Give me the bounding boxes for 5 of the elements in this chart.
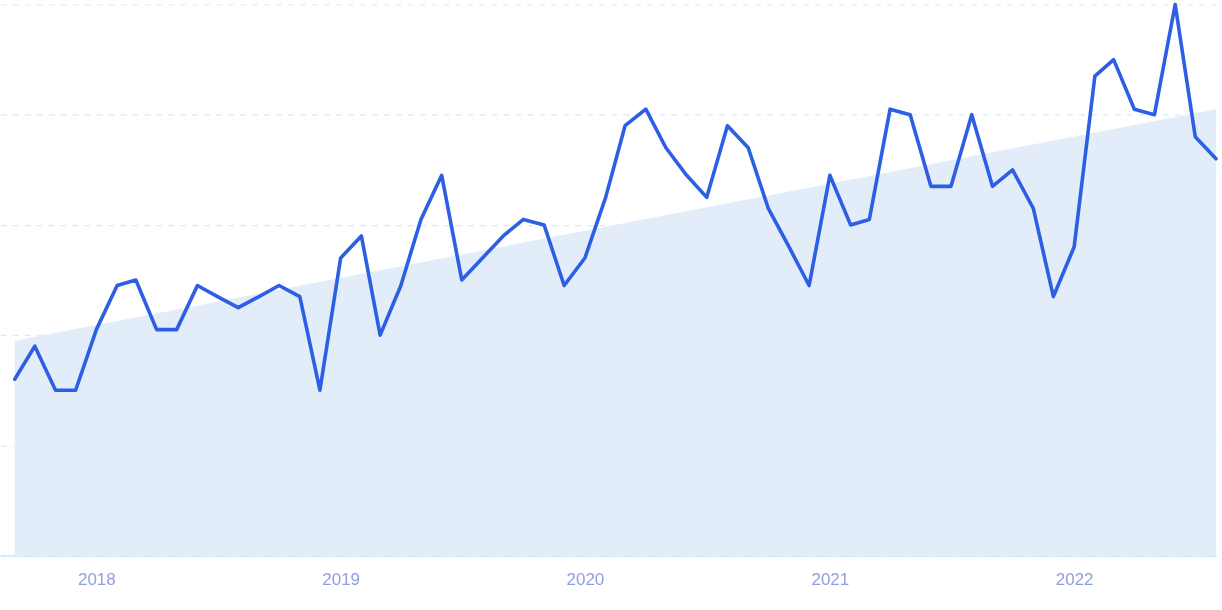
x-tick-label: 2022 [1055, 570, 1094, 590]
x-tick-label: 2020 [566, 570, 605, 590]
x-tick-label: 2021 [811, 570, 850, 590]
x-tick-label: 2019 [322, 570, 361, 590]
x-tick-label: 2018 [77, 570, 116, 590]
